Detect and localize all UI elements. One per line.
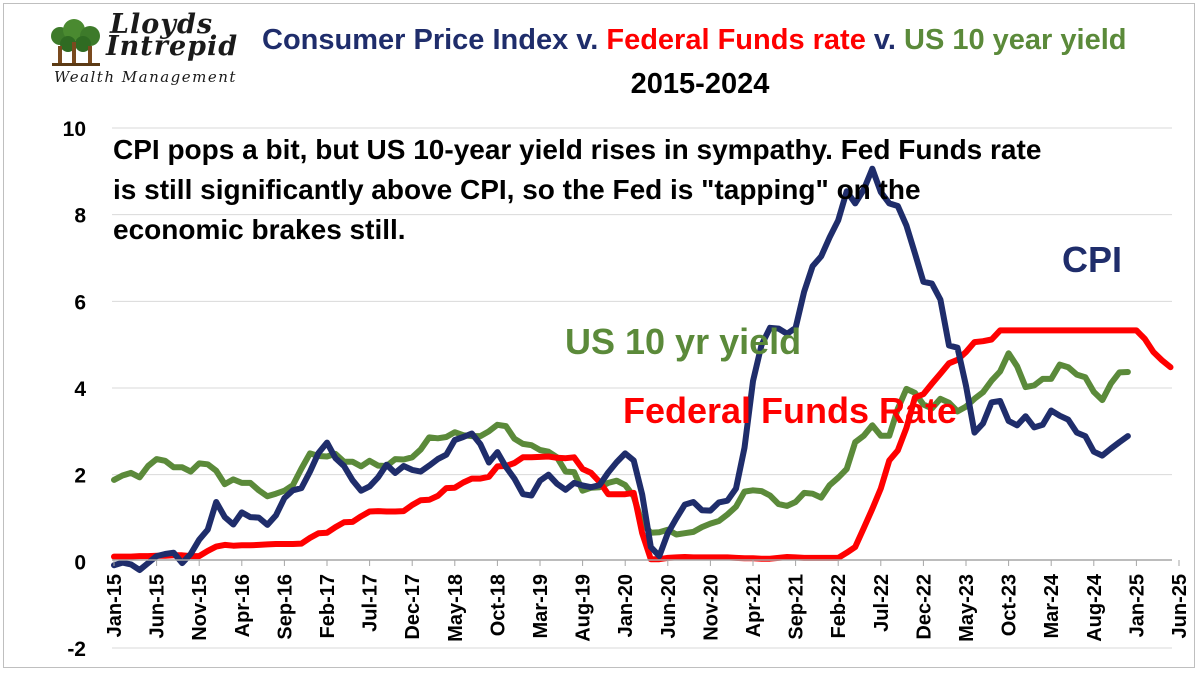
x-tick-label: Jul-17 [360, 574, 382, 632]
x-tick-label: Mar-19 [530, 574, 552, 638]
title-sep1: v. [568, 24, 607, 56]
y-tick-label: 8 [74, 205, 86, 228]
x-tick-label: Apr-16 [232, 574, 254, 637]
x-tick-label: Jun-15 [147, 574, 169, 638]
x-tick-label: Feb-17 [317, 574, 339, 638]
logo-name-line1: Lloyds [110, 9, 214, 40]
x-tick-label: Mar-24 [1041, 573, 1063, 638]
x-tick-label: Apr-21 [743, 574, 765, 637]
x-tick-label: Sep-16 [274, 574, 296, 640]
y-tick-label: 4 [74, 378, 86, 401]
x-tick-label: Dec-22 [913, 574, 935, 640]
x-tick-label: May-18 [445, 574, 467, 642]
x-tick-label: Jan-15 [104, 574, 126, 637]
fed-series-line [111, 327, 1174, 563]
y-tick-label: 2 [74, 465, 86, 488]
x-tick-label: Oct-18 [487, 574, 509, 636]
x-tick-label: Nov-20 [700, 574, 722, 641]
x-tick-label: Aug-24 [1084, 573, 1106, 642]
logo-name-line2: Intrepid [106, 31, 239, 62]
cpi-series-line [111, 165, 1131, 573]
chart-frame [3, 3, 1195, 668]
logo-tagline: Wealth Management [54, 68, 237, 86]
cpi-series-label: CPI [1062, 239, 1122, 280]
title-fed: Federal Funds rate [606, 24, 866, 56]
x-tick-label: Aug-19 [573, 574, 595, 642]
chart-title: Consumer Price Index v. Federal Funds ra… [262, 24, 1126, 57]
y-tick-label: 10 [63, 118, 86, 141]
y-tick-label: -2 [67, 638, 86, 661]
x-tick-label: Dec-17 [402, 574, 424, 640]
title-sep2: v. [865, 24, 904, 56]
x-tick-label: Jan-25 [1126, 574, 1148, 637]
y-tick-label: 6 [74, 291, 86, 314]
x-tick-label: Jun-20 [658, 574, 680, 638]
x-tick-label: Oct-23 [999, 574, 1021, 636]
yield-series-line [111, 350, 1131, 538]
chart-annotation: CPI pops a bit, but US 10-year yield ris… [113, 134, 1042, 245]
x-tick-label: Jun-25 [1169, 574, 1191, 638]
company-logo: Lloyds Intrepid Wealth Management [50, 10, 260, 90]
fed-series-label: Federal Funds Rate [623, 390, 957, 431]
x-tick-label: Feb-22 [828, 574, 850, 638]
tree-icon [51, 19, 100, 66]
y-tick-label: 0 [74, 551, 86, 574]
x-tick-label: Jul-22 [871, 574, 893, 632]
chart-subtitle: 2015-2024 [630, 68, 770, 100]
title-cpi: Consumer Price Index [262, 24, 569, 56]
x-tick-label: Nov-15 [189, 574, 211, 641]
yield-series-label: US 10 yr yield [565, 321, 801, 362]
x-tick-label: Sep-21 [786, 574, 808, 640]
title-yield: US 10 year yield [904, 24, 1127, 56]
x-tick-label: Jan-20 [615, 574, 637, 637]
x-tick-label: May-23 [956, 574, 978, 642]
